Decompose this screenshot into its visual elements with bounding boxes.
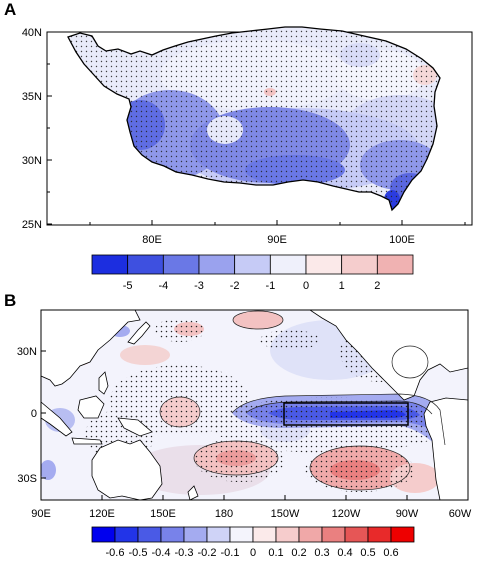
colorbar-swatch xyxy=(91,254,129,275)
lon-tick-label: 90E xyxy=(31,508,51,520)
colorbar-swatch xyxy=(114,526,139,543)
lat-tick-label: 35N xyxy=(22,91,42,103)
lon-tick-label: 100E xyxy=(389,234,415,246)
colorbar-swatch xyxy=(234,254,271,275)
lon-tick-label: 180 xyxy=(215,508,233,520)
colorbar-label: -4 xyxy=(158,280,168,290)
panel-a-label: A xyxy=(4,0,17,19)
colorbar-swatch xyxy=(321,526,346,543)
lon-tick-label: 150E xyxy=(150,508,176,520)
colorbar-swatch xyxy=(206,526,231,543)
panel-a-lon-axis xyxy=(89,220,466,225)
lon-tick-label: 80E xyxy=(142,234,162,246)
colorbar-swatch xyxy=(198,254,236,275)
colorbar-swatch xyxy=(275,526,300,543)
panel-b-lat-axis xyxy=(41,350,46,479)
lat-tick-label: 30N xyxy=(22,155,42,167)
colorbar-label: -1 xyxy=(265,280,275,290)
colorbar-swatch xyxy=(344,526,369,543)
colorbar-label: 0.2 xyxy=(291,547,306,559)
colorbar-swatch xyxy=(127,254,164,275)
colorbar-label: -0.5 xyxy=(129,547,148,559)
colorbar-label: -0.2 xyxy=(198,547,217,559)
panel-b-lon-axis xyxy=(40,495,469,500)
colorbar-label: -0.6 xyxy=(106,547,125,559)
contour-lines xyxy=(159,310,446,491)
lon-tick-label: 60W xyxy=(449,508,472,520)
lon-tick-label: 120W xyxy=(332,508,361,520)
colorbar-label: 0.1 xyxy=(268,547,283,559)
colorbar-label: 0.5 xyxy=(360,547,375,559)
panel-a-colorbar: -5 -4 -3 -2 -1 0 1 2 xyxy=(91,254,414,290)
colorbar-swatch xyxy=(305,254,343,275)
panel-a-lat-axis xyxy=(47,31,52,225)
colorbar-swatch xyxy=(160,526,185,543)
colorbar-swatch xyxy=(298,526,323,543)
lat-tick-label: 0 xyxy=(31,408,37,420)
colorbar-label: 2 xyxy=(374,280,380,290)
colorbar-label: -0.3 xyxy=(175,547,194,559)
lat-tick-label: 30S xyxy=(17,473,37,485)
colorbar-label: -2 xyxy=(230,280,240,290)
panel-a-map: 40N 35N 30N 25N 80E 90E 100E -5 -4 -3 -2 -1 0… xyxy=(22,26,473,290)
colorbar-swatch xyxy=(269,254,307,275)
colorbar-label: 0.3 xyxy=(314,547,329,559)
colorbar-swatch xyxy=(376,254,414,275)
colorbar-label: 0.4 xyxy=(337,547,352,559)
tibetan-plateau-outline xyxy=(67,26,441,212)
panel-b-field xyxy=(41,310,468,500)
colorbar-swatch xyxy=(229,526,254,543)
lon-tick-label: 90E xyxy=(267,234,287,246)
lat-tick-label: 40N xyxy=(22,27,42,39)
nino-region-box xyxy=(283,402,409,426)
panel-b-label: B xyxy=(4,291,17,310)
colorbar-label: -0.4 xyxy=(152,547,171,559)
panel-b-map: 30N 0 30S 90E 120E 150E 180 150W 120W 90… xyxy=(17,309,472,559)
colorbar-label: -3 xyxy=(194,280,204,290)
panel-b-frame xyxy=(40,309,469,501)
colorbar-label: 0 xyxy=(250,547,256,559)
colorbar-swatch xyxy=(137,526,162,543)
colorbar-swatch xyxy=(183,526,208,543)
lon-tick-label: 90W xyxy=(396,508,419,520)
lon-tick-label: 150W xyxy=(271,508,300,520)
lat-tick-label: 25N xyxy=(22,219,42,231)
lat-tick-label: 30N xyxy=(17,346,37,358)
colorbar-swatch xyxy=(162,254,200,275)
colorbar-swatch xyxy=(252,526,277,543)
colorbar-label: 0 xyxy=(303,280,309,290)
colorbar-swatch xyxy=(341,254,378,275)
colorbar-swatch xyxy=(390,526,415,543)
coastlines xyxy=(41,310,468,500)
colorbar-swatch xyxy=(367,526,392,543)
colorbar-label: 0.6 xyxy=(383,547,398,559)
colorbar-swatch xyxy=(91,526,116,543)
lon-tick-label: 120E xyxy=(89,508,115,520)
colorbar-label: 1 xyxy=(339,280,345,290)
colorbar-label: -5 xyxy=(123,280,133,290)
panel-b-colorbar: -0.6 -0.5 -0.4 -0.3 -0.2 -0.1 0 0.1 0.2 0.3 0.4 0.5… xyxy=(91,526,415,559)
colorbar-label: -0.1 xyxy=(221,547,240,559)
